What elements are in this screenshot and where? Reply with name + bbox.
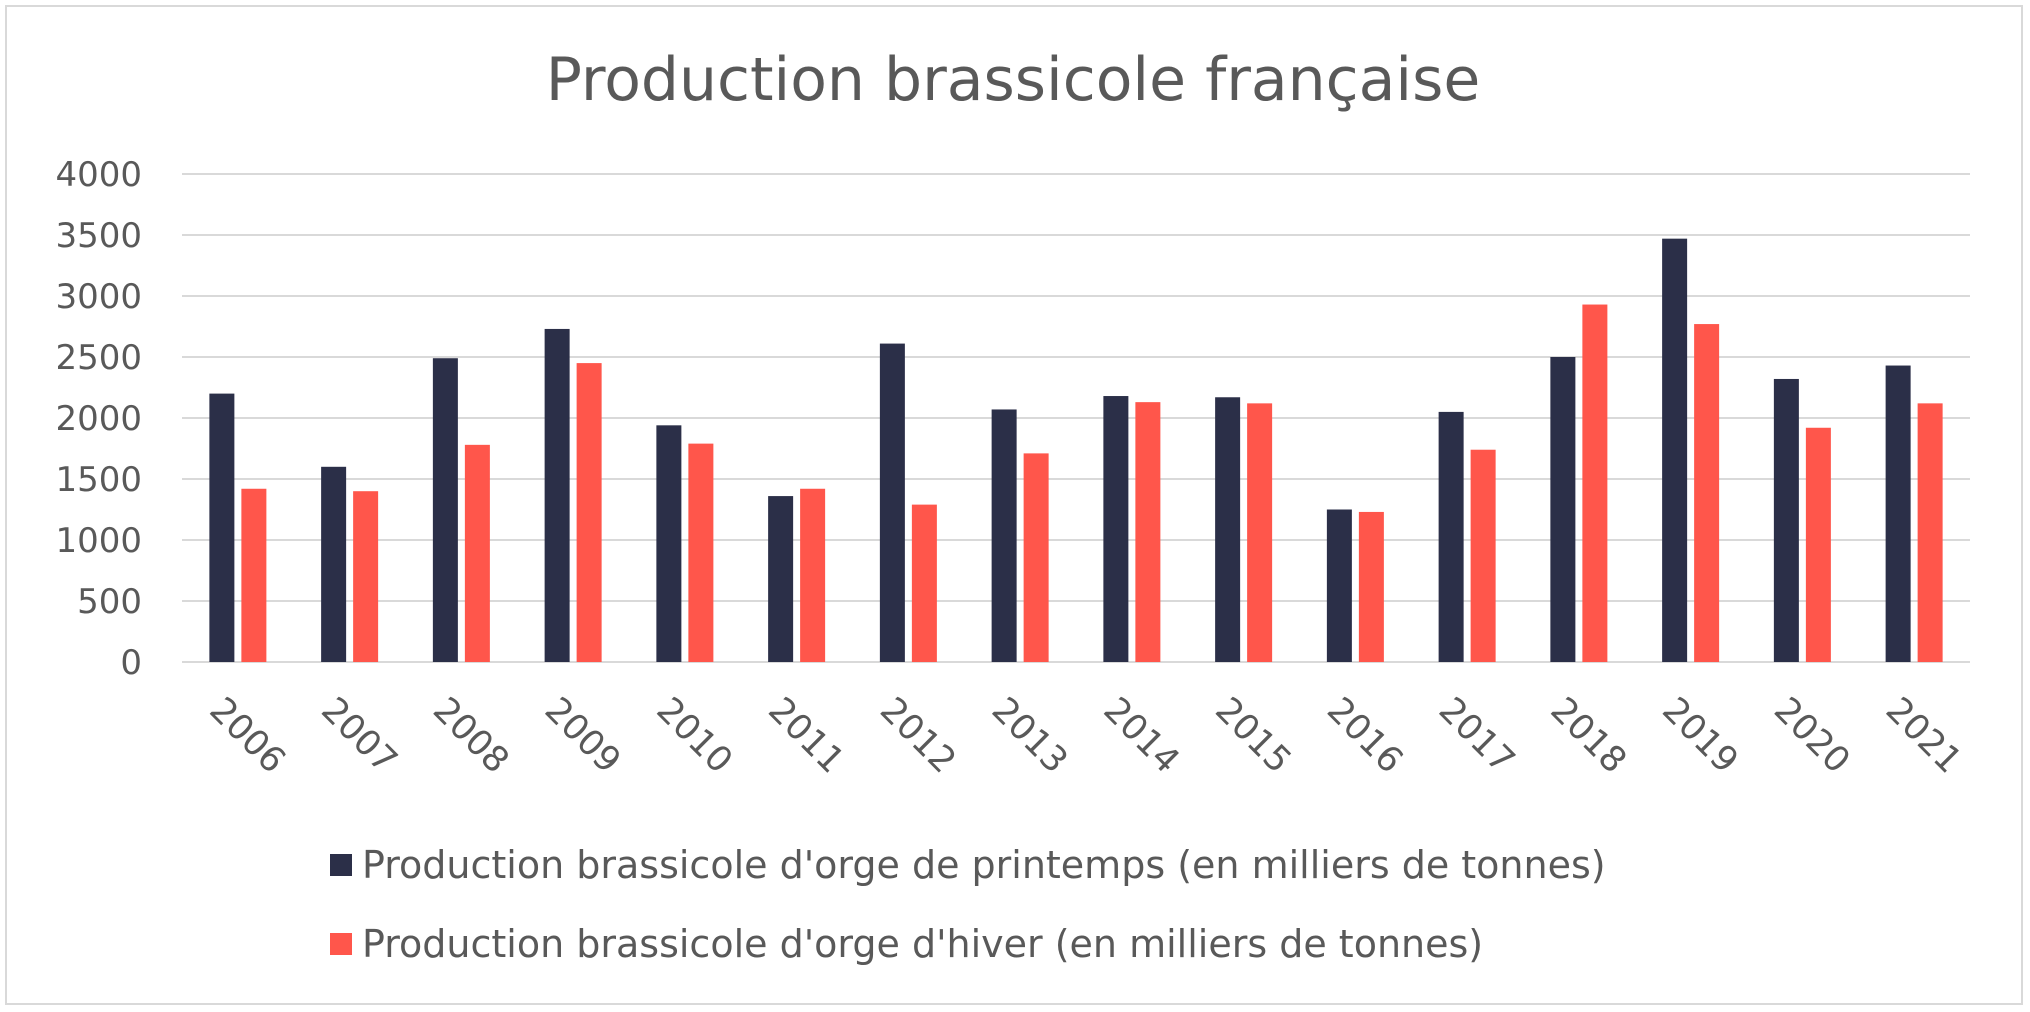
- bar-spring-2021: [1885, 365, 1911, 662]
- bar-winter-2016: [1358, 511, 1384, 662]
- bar-spring-2019: [1662, 238, 1688, 662]
- bar-spring-2013: [991, 409, 1017, 662]
- x-tick-label: 2007: [313, 690, 404, 781]
- x-tick-label: 2017: [1431, 690, 1522, 781]
- y-tick-label: 3000: [55, 277, 142, 317]
- bar-winter-2007: [353, 491, 379, 662]
- y-tick-label: 2500: [55, 338, 142, 378]
- bar-winter-2011: [800, 488, 826, 662]
- bar-spring-2017: [1438, 411, 1464, 662]
- bar-spring-2012: [879, 343, 905, 662]
- bar-spring-2015: [1215, 397, 1241, 662]
- x-tick-label: 2006: [202, 690, 293, 781]
- y-tick-label: 1000: [55, 521, 142, 561]
- x-tick-label: 2018: [1543, 690, 1634, 781]
- x-tick-label: 2012: [872, 690, 963, 781]
- y-tick-label: 2000: [55, 399, 142, 439]
- legend-swatch-spring: [330, 854, 352, 876]
- bar-winter-2010: [688, 443, 714, 662]
- bar-winter-2013: [1023, 453, 1049, 662]
- bar-winter-2008: [464, 444, 490, 662]
- x-axis-ticks: 2006 2007 2008 2009 2010 2011 2012 2013 2014 2015…: [202, 690, 1970, 781]
- x-tick-label: 2016: [1319, 690, 1410, 781]
- bars: [209, 238, 1943, 662]
- x-tick-label: 2011: [760, 690, 851, 781]
- x-tick-label: 2008: [425, 690, 516, 781]
- y-tick-label: 1500: [55, 460, 142, 500]
- y-tick-label: 500: [77, 582, 142, 622]
- bar-spring-2020: [1773, 378, 1799, 662]
- y-tick-label: 3500: [55, 216, 142, 256]
- bar-winter-2009: [576, 363, 602, 662]
- bar-winter-2012: [911, 504, 937, 662]
- x-tick-label: 2020: [1766, 690, 1857, 781]
- bar-winter-2014: [1135, 402, 1161, 662]
- legend-label-spring: Production brassicole d'orge de printemp…: [362, 843, 1606, 887]
- legend-label-winter: Production brassicole d'orge d'hiver (en…: [362, 922, 1483, 966]
- bar-spring-2016: [1326, 509, 1352, 662]
- chart-title: Production brassicole française: [546, 45, 1481, 115]
- legend-swatch-winter: [330, 933, 352, 955]
- x-tick-label: 2015: [1207, 690, 1298, 781]
- x-tick-label: 2010: [649, 690, 740, 781]
- bar-spring-2006: [209, 393, 235, 662]
- bar-spring-2011: [768, 496, 794, 662]
- bar-winter-2019: [1694, 324, 1720, 662]
- bar-spring-2007: [321, 466, 347, 662]
- bar-spring-2014: [1103, 396, 1129, 662]
- bar-spring-2009: [544, 328, 570, 662]
- x-tick-label: 2014: [1096, 690, 1187, 781]
- bar-spring-2018: [1550, 357, 1576, 662]
- bar-spring-2010: [656, 425, 682, 662]
- x-tick-label: 2019: [1654, 690, 1745, 781]
- bar-winter-2021: [1917, 403, 1943, 662]
- bar-winter-2020: [1805, 427, 1831, 662]
- x-tick-label: 2009: [537, 690, 628, 781]
- bar-spring-2008: [432, 358, 458, 662]
- y-tick-label: 4000: [55, 155, 142, 195]
- legend: Production brassicole d'orge de printemp…: [330, 843, 1606, 966]
- bar-winter-2018: [1582, 304, 1608, 662]
- bar-winter-2017: [1470, 449, 1496, 662]
- bar-winter-2006: [241, 488, 267, 662]
- x-tick-label: 2013: [984, 690, 1075, 781]
- bar-winter-2015: [1247, 403, 1273, 662]
- x-tick-label: 2021: [1878, 690, 1969, 781]
- y-tick-label: 0: [120, 643, 142, 683]
- y-axis-ticks: 0 500 1000 1500 2000 2500 3000 3500 4000: [55, 155, 142, 683]
